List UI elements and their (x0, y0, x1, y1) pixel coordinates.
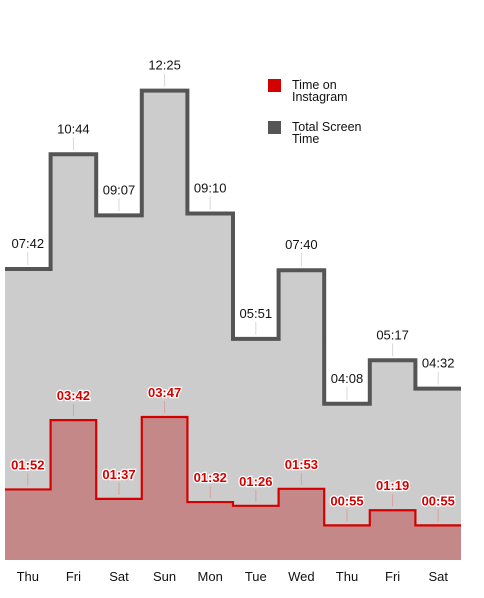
data-label: 00:55 (330, 493, 363, 508)
data-label: 01:53 (285, 457, 318, 472)
data-label: 07:42 (12, 236, 45, 251)
data-label: 03:47 (148, 385, 181, 400)
data-label: 07:40 (285, 237, 318, 252)
data-label: 03:42 (57, 388, 90, 403)
legend-label: Instagram (292, 90, 348, 104)
data-label: 12:25 (148, 58, 181, 73)
x-tick-label: Mon (198, 569, 223, 584)
x-tick-label: Fri (66, 569, 81, 584)
legend-label: Time (292, 132, 319, 146)
x-axis: Thu Fri Sat Sun Mon Tue Wed Thu Fri Sat (17, 569, 449, 584)
data-label: 01:52 (11, 457, 44, 472)
series-line (5, 88, 461, 406)
legend-swatch (268, 121, 281, 134)
data-label: 01:19 (376, 478, 409, 493)
legend-label: Time on (292, 78, 337, 92)
data-label: 01:26 (239, 474, 272, 489)
data-label: 10:44 (57, 121, 90, 136)
x-tick-label: Sun (153, 569, 176, 584)
series-area (5, 416, 461, 560)
data-label: 05:17 (376, 327, 409, 342)
x-tick-label: Wed (288, 569, 315, 584)
data-label: 04:08 (331, 371, 364, 386)
x-tick-label: Thu (336, 569, 358, 584)
x-tick-label: Tue (245, 569, 267, 584)
legend-swatch (268, 79, 281, 92)
data-label: 09:10 (194, 181, 227, 196)
x-tick-label: Sat (428, 569, 448, 584)
x-tick-label: Sat (109, 569, 129, 584)
data-label: 04:32 (422, 356, 455, 371)
legend-label: Total Screen (292, 120, 362, 134)
x-tick-label: Thu (17, 569, 39, 584)
series-total-screen-time: 07:42 10:44 09:07 12:25 09:10 05:51 07:40 04:08… (5, 56, 461, 561)
data-label: 00:55 (422, 493, 455, 508)
data-label: 01:32 (194, 470, 227, 485)
data-label: 05:51 (240, 306, 273, 321)
data-label: 09:07 (103, 182, 136, 197)
series-line (5, 415, 461, 527)
series-instagram: 01:52 03:42 01:37 03:47 01:32 01:26 01:53 00:55… (5, 384, 461, 560)
data-label: 01:37 (102, 467, 135, 482)
x-tick-label: Fri (385, 569, 400, 584)
